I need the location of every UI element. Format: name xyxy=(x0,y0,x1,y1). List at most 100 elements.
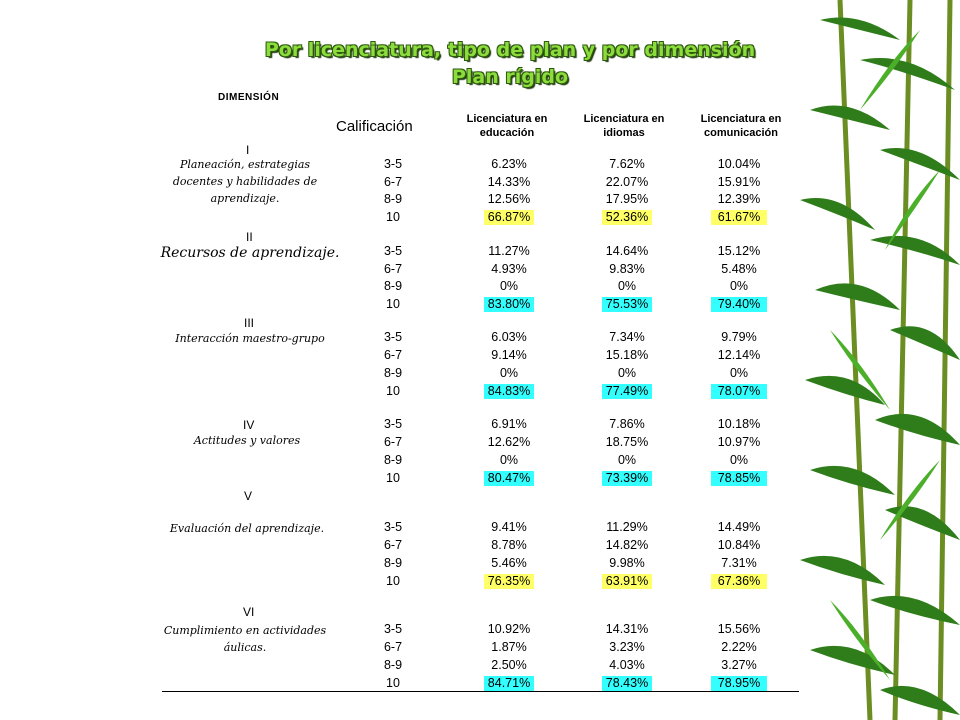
percentage-cell: 84.83% xyxy=(484,384,534,399)
table-row: 10 84.83% 77.49% 78.07% xyxy=(0,384,960,401)
table-row: 10 84.71% 78.43% 78.95% xyxy=(0,676,960,693)
percentage-cell: 10.92% xyxy=(487,622,531,636)
dimension-numeral: I xyxy=(246,143,250,157)
table-row: 6-7 12.62% 18.75% 10.97% xyxy=(0,435,960,452)
dimension-header: DIMENSIÓN xyxy=(218,92,280,103)
column-header-comunicacion: Licenciatura en comunicación xyxy=(700,113,782,139)
percentage-cell: 84.71% xyxy=(484,676,534,691)
table-row: 6-7 14.33% 22.07% 15.91% xyxy=(0,175,960,192)
column-header-educacion: Licenciatura en educación xyxy=(466,113,548,139)
calificacion-cell: 3-5 xyxy=(383,244,403,258)
percentage-cell: 14.31% xyxy=(605,622,649,636)
percentage-cell: 12.39% xyxy=(717,192,761,206)
percentage-cell: 77.49% xyxy=(602,384,652,399)
percentage-cell: 6.23% xyxy=(491,157,527,171)
dimension-name: Recursos de aprendizaje. xyxy=(160,245,340,261)
calificacion-cell: 6-7 xyxy=(383,348,403,362)
percentage-cell: 17.95% xyxy=(605,192,649,206)
calificacion-cell: 3-5 xyxy=(383,520,403,534)
percentage-cell: 9.98% xyxy=(609,556,645,570)
percentage-cell: 7.31% xyxy=(721,556,757,570)
table-row: 10 83.80% 75.53% 79.40% xyxy=(0,297,960,314)
percentage-cell: 78.85% xyxy=(711,471,767,486)
percentage-cell: 63.91% xyxy=(602,574,652,589)
bamboo-decoration xyxy=(800,0,960,720)
percentage-cell: 9.14% xyxy=(491,348,527,362)
percentage-cell: 22.07% xyxy=(605,175,649,189)
percentage-cell: 6.91% xyxy=(491,417,527,431)
percentage-cell: 6.03% xyxy=(491,330,527,344)
dimension-numeral: VI xyxy=(243,605,255,619)
table-row: 6-7 4.93% 9.83% 5.48% xyxy=(0,262,960,279)
percentage-cell: 67.36% xyxy=(711,574,767,589)
percentage-cell: 0% xyxy=(617,366,637,380)
calificacion-cell: 8-9 xyxy=(383,279,403,293)
percentage-cell: 14.49% xyxy=(717,520,761,534)
dimension-numeral: II xyxy=(246,230,253,244)
table-row: 10 80.47% 73.39% 78.85% xyxy=(0,471,960,488)
dimension-name: Evaluación del aprendizaje. xyxy=(169,522,325,535)
calificacion-cell: 8-9 xyxy=(383,366,403,380)
calificacion-cell: 10 xyxy=(386,384,400,398)
table-row: 3-5 10.92% 14.31% 15.56% xyxy=(0,622,960,639)
percentage-cell: 0% xyxy=(499,453,519,467)
percentage-cell: 2.22% xyxy=(721,640,757,654)
table-row: 3-5 6.23% 7.62% 10.04% xyxy=(0,157,960,174)
table-row: 3-5 6.03% 7.34% 9.79% xyxy=(0,330,960,347)
percentage-cell: 5.48% xyxy=(721,262,757,276)
table-row: 8-9 2.50% 4.03% 3.27% xyxy=(0,658,960,675)
calificacion-cell: 3-5 xyxy=(383,417,403,431)
calificacion-cell: 10 xyxy=(386,676,400,690)
dimension-numeral: III xyxy=(244,316,255,330)
table-row: 8-9 12.56% 17.95% 12.39% xyxy=(0,192,960,209)
percentage-cell: 83.80% xyxy=(484,297,534,312)
calificacion-cell: 6-7 xyxy=(383,538,403,552)
percentage-cell: 15.56% xyxy=(717,622,761,636)
table-row: 8-9 0% 0% 0% xyxy=(0,453,960,470)
percentage-cell: 0% xyxy=(729,453,749,467)
page-title: Por licenciatura, tipo de plan y por dim… xyxy=(264,39,756,61)
percentage-cell: 9.41% xyxy=(491,520,527,534)
percentage-cell: 1.87% xyxy=(491,640,527,654)
percentage-cell: 12.56% xyxy=(487,192,531,206)
percentage-cell: 73.39% xyxy=(602,471,652,486)
dimension-name: Cumplimiento en actividades áulicas. xyxy=(163,624,327,654)
table-row: 6-7 1.87% 3.23% 2.22% xyxy=(0,640,960,657)
percentage-cell: 8.78% xyxy=(491,538,527,552)
percentage-cell: 0% xyxy=(617,453,637,467)
calificacion-cell: 10 xyxy=(386,471,400,485)
percentage-cell: 14.82% xyxy=(605,538,649,552)
dimension-numeral: IV xyxy=(243,418,255,432)
table-row: 3-5 6.91% 7.86% 10.18% xyxy=(0,417,960,434)
dimension-name: Planeación, estrategias docentes y habil… xyxy=(172,158,318,205)
percentage-cell: 11.27% xyxy=(488,244,530,258)
percentage-cell: 78.43% xyxy=(602,676,652,691)
percentage-cell: 61.67% xyxy=(711,210,767,225)
calificacion-cell: 10 xyxy=(386,210,400,224)
percentage-cell: 10.04% xyxy=(717,157,761,171)
percentage-cell: 79.40% xyxy=(711,297,767,312)
percentage-cell: 4.93% xyxy=(491,262,527,276)
percentage-cell: 14.64% xyxy=(605,244,649,258)
dimension-name: Interacción maestro-grupo xyxy=(175,332,325,345)
percentage-cell: 7.34% xyxy=(609,330,645,344)
percentage-cell: 15.18% xyxy=(605,348,649,362)
percentage-cell: 12.14% xyxy=(717,348,761,362)
table-row: 3-5 11.27% 14.64% 15.12% xyxy=(0,244,960,261)
table-row: 10 66.87% 52.36% 61.67% xyxy=(0,210,960,227)
percentage-cell: 76.35% xyxy=(484,574,534,589)
percentage-cell: 11.29% xyxy=(606,520,648,534)
percentage-cell: 3.27% xyxy=(721,658,757,672)
calificacion-cell: 6-7 xyxy=(383,640,403,654)
calificacion-cell: 6-7 xyxy=(383,175,403,189)
table-row: 6-7 9.14% 15.18% 12.14% xyxy=(0,348,960,365)
dimension-numeral: V xyxy=(244,489,253,503)
table-row: 8-9 5.46% 9.98% 7.31% xyxy=(0,556,960,573)
percentage-cell: 0% xyxy=(729,366,749,380)
table-row: 3-5 9.41% 11.29% 14.49% xyxy=(0,520,960,537)
percentage-cell: 52.36% xyxy=(602,210,652,225)
percentage-cell: 78.95% xyxy=(711,676,767,691)
percentage-cell: 14.33% xyxy=(487,175,531,189)
percentage-cell: 7.62% xyxy=(609,157,645,171)
column-header-idiomas: Licenciatura en idiomas xyxy=(583,113,665,139)
